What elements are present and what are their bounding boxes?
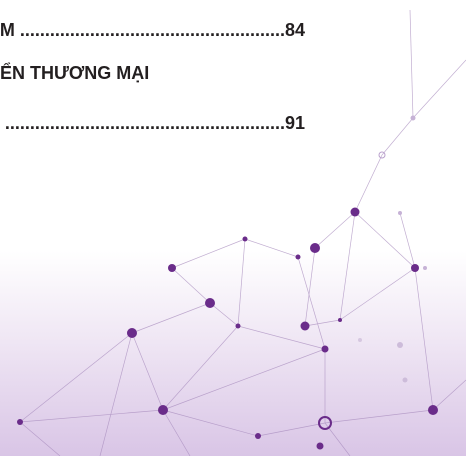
toc-line: M ......................................… bbox=[0, 20, 305, 41]
toc-line: ỂN THƯƠNG MẠI bbox=[0, 63, 149, 84]
page: M ......................................… bbox=[0, 0, 466, 456]
toc-line: ........................................… bbox=[5, 113, 305, 134]
